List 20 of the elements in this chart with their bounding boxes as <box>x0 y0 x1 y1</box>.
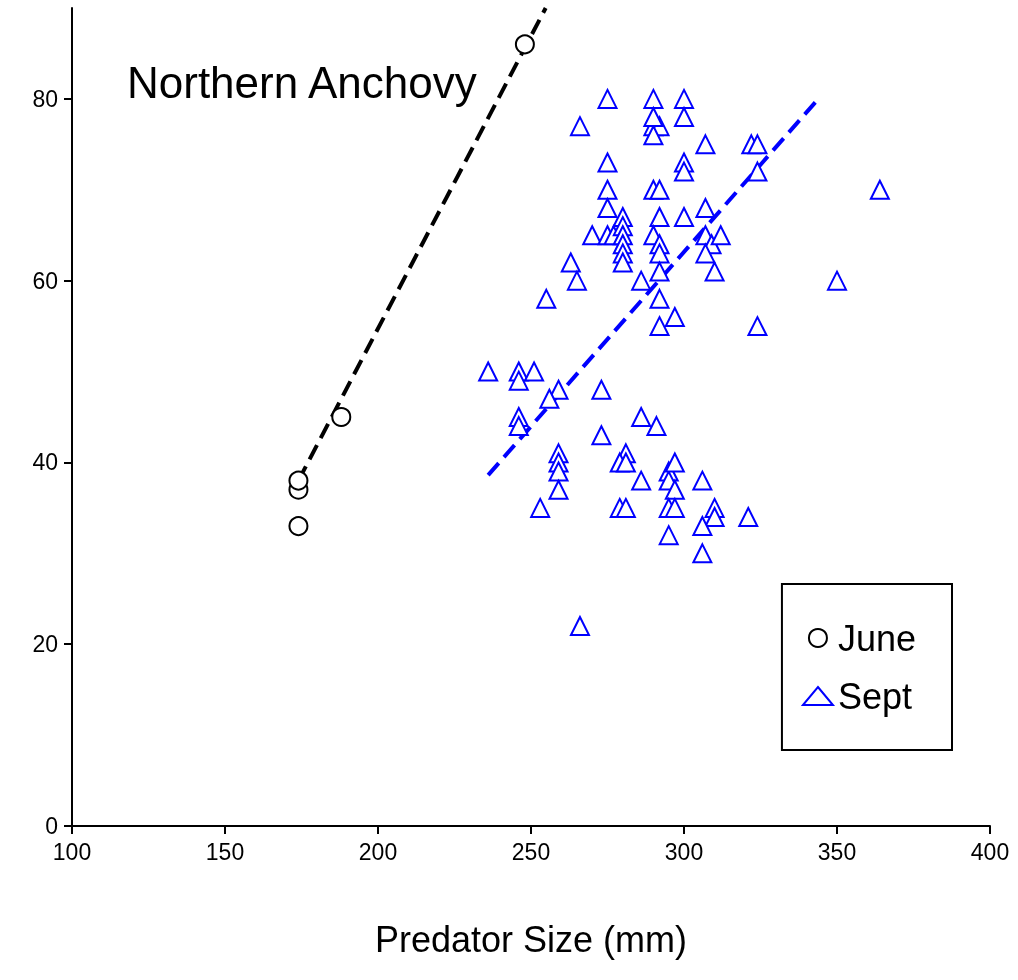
x-tick-label: 100 <box>52 838 92 865</box>
y-tick-label: 80 <box>32 85 58 112</box>
point <box>331 407 352 427</box>
y-tick-label: 0 <box>45 813 58 839</box>
point <box>288 516 309 537</box>
point <box>514 34 535 55</box>
y-tick-label: 60 <box>32 267 58 294</box>
legend-label: Sept <box>837 675 912 717</box>
x-tick-label: 300 <box>664 838 704 865</box>
x-tick-label: 350 <box>817 838 857 865</box>
y-tick-label: 20 <box>32 631 58 658</box>
x-tick-label: 150 <box>205 838 245 865</box>
x-axis-title: Predator Size (mm) <box>374 918 688 960</box>
x-tick-label: 250 <box>511 838 551 865</box>
x-tick-label: 200 <box>358 838 398 865</box>
legend-label: June <box>837 617 917 659</box>
annotation: Northern Anchovy <box>127 57 477 107</box>
point <box>288 470 309 491</box>
x-tick-label: 400 <box>970 838 1010 865</box>
y-tick-label: 40 <box>32 449 58 476</box>
